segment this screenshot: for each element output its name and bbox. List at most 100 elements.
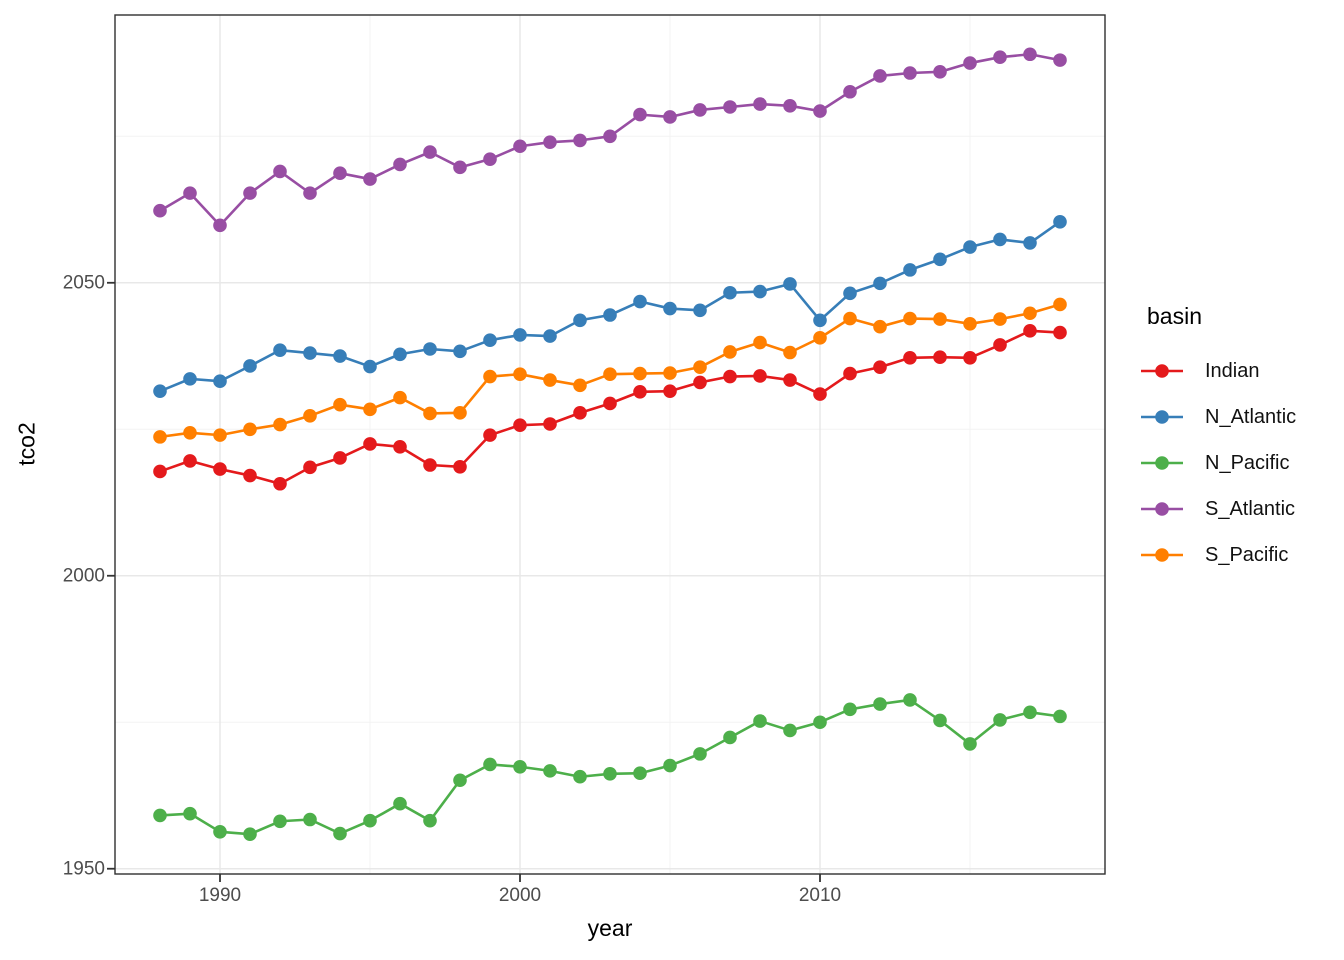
data-point-Indian-1994 bbox=[333, 451, 347, 465]
data-point-Indian-2009 bbox=[783, 373, 797, 387]
data-point-N_Atlantic-2014 bbox=[933, 252, 947, 267]
data-point-S_Pacific-1989 bbox=[183, 425, 197, 440]
x-tick-label-2000: 2000 bbox=[498, 885, 542, 906]
data-point-S_Pacific-2015 bbox=[963, 316, 977, 331]
data-point-S_Atlantic-2016 bbox=[993, 50, 1007, 64]
data-point-N_Pacific-2007 bbox=[723, 730, 737, 745]
data-point-Indian-2002 bbox=[573, 406, 587, 420]
data-point-N_Atlantic-2004 bbox=[633, 294, 647, 309]
y-tick-label-1950: 1950 bbox=[62, 858, 105, 880]
legend-label: Indian bbox=[1205, 359, 1260, 382]
data-point-S_Pacific-2005 bbox=[663, 366, 677, 380]
data-point-N_Atlantic-2003 bbox=[603, 308, 617, 322]
data-point-N_Pacific-1992 bbox=[273, 814, 287, 829]
data-point-Indian-2013 bbox=[903, 350, 917, 365]
data-point-Indian-1989 bbox=[183, 454, 197, 468]
data-point-Indian-2003 bbox=[603, 396, 617, 411]
data-point-Indian-1988 bbox=[153, 464, 167, 479]
data-point-N_Pacific-1995 bbox=[363, 813, 377, 828]
data-point-S_Pacific-2002 bbox=[573, 378, 587, 393]
data-point-N_Pacific-1991 bbox=[243, 827, 257, 841]
data-point-S_Pacific-2004 bbox=[633, 366, 647, 381]
legend: basin Indian N_Atlantic N_Pacific bbox=[1140, 303, 1340, 578]
data-point-N_Pacific-1994 bbox=[333, 826, 347, 841]
legend-key-line-point-icon bbox=[1141, 456, 1183, 470]
data-point-Indian-2004 bbox=[633, 384, 647, 399]
legend-entry-s-pacific: S_Pacific bbox=[1140, 532, 1340, 578]
data-point-S_Pacific-2012 bbox=[873, 319, 887, 334]
data-point-Indian-2018 bbox=[1053, 325, 1067, 340]
data-point-Indian-1999 bbox=[483, 428, 497, 442]
data-point-Indian-2016 bbox=[993, 338, 1007, 352]
data-point-S_Atlantic-2003 bbox=[603, 129, 617, 144]
data-point-N_Atlantic-2002 bbox=[573, 313, 587, 328]
data-point-S_Atlantic-1993 bbox=[303, 186, 317, 200]
y-tick-label-2050: 2050 bbox=[62, 272, 105, 294]
data-point-S_Atlantic-2008 bbox=[753, 97, 767, 111]
data-point-S_Pacific-2016 bbox=[993, 312, 1007, 326]
data-point-S_Atlantic-2015 bbox=[963, 56, 977, 70]
data-point-N_Pacific-1988 bbox=[153, 808, 167, 823]
legend-key-line-point-icon bbox=[1141, 548, 1183, 562]
data-point-N_Atlantic-1989 bbox=[183, 372, 197, 386]
legend-label: S_Atlantic bbox=[1205, 497, 1296, 520]
data-point-Indian-1998 bbox=[453, 459, 467, 474]
data-point-N_Pacific-2017 bbox=[1023, 705, 1037, 720]
data-point-Indian-1992 bbox=[273, 476, 287, 491]
data-point-N_Atlantic-2018 bbox=[1053, 215, 1067, 229]
data-point-N_Pacific-2003 bbox=[603, 767, 617, 781]
data-point-N_Atlantic-2008 bbox=[753, 284, 767, 299]
data-point-S_Atlantic-1989 bbox=[183, 186, 197, 200]
data-point-N_Atlantic-2009 bbox=[783, 277, 797, 291]
data-point-N_Pacific-1989 bbox=[183, 806, 197, 821]
data-point-Indian-2006 bbox=[693, 375, 707, 390]
data-point-N_Atlantic-1999 bbox=[483, 333, 497, 348]
data-point-N_Atlantic-1994 bbox=[333, 349, 347, 363]
data-point-S_Pacific-2010 bbox=[813, 331, 827, 345]
data-point-Indian-2005 bbox=[663, 384, 677, 398]
data-point-S_Pacific-1999 bbox=[483, 369, 497, 384]
data-point-S_Pacific-2017 bbox=[1023, 306, 1037, 321]
data-point-S_Pacific-2000 bbox=[513, 367, 527, 381]
data-point-S_Atlantic-2009 bbox=[783, 99, 797, 113]
data-point-N_Atlantic-2001 bbox=[543, 329, 557, 343]
data-point-S_Atlantic-2011 bbox=[843, 84, 857, 99]
data-point-Indian-2014 bbox=[933, 350, 947, 364]
data-point-S_Atlantic-2012 bbox=[873, 69, 887, 83]
data-point-N_Atlantic-2017 bbox=[1023, 236, 1037, 250]
data-point-N_Atlantic-1993 bbox=[303, 346, 317, 360]
legend-entry-s-atlantic: S_Atlantic bbox=[1140, 486, 1340, 532]
data-point-S_Pacific-2013 bbox=[903, 311, 917, 326]
data-point-S_Pacific-2006 bbox=[693, 360, 707, 374]
data-point-N_Pacific-1993 bbox=[303, 812, 317, 827]
data-point-N_Atlantic-1997 bbox=[423, 342, 437, 356]
data-point-S_Pacific-2014 bbox=[933, 312, 947, 326]
legend-label: S_Pacific bbox=[1205, 543, 1289, 566]
data-point-N_Atlantic-1992 bbox=[273, 343, 287, 357]
data-point-Indian-1991 bbox=[243, 468, 257, 483]
legend-label: N_Pacific bbox=[1205, 451, 1290, 474]
data-point-S_Atlantic-2000 bbox=[513, 139, 527, 154]
data-point-S_Pacific-1994 bbox=[333, 397, 347, 412]
data-point-Indian-2011 bbox=[843, 366, 857, 381]
data-point-S_Atlantic-2013 bbox=[903, 66, 917, 80]
data-point-S_Pacific-1991 bbox=[243, 422, 257, 437]
data-point-S_Pacific-2001 bbox=[543, 373, 557, 387]
data-point-S_Pacific-2018 bbox=[1053, 297, 1067, 312]
x-axis-title: year bbox=[587, 915, 633, 941]
legend-title: basin bbox=[1147, 303, 1202, 329]
data-point-Indian-1990 bbox=[213, 462, 227, 476]
data-point-S_Atlantic-2006 bbox=[693, 103, 707, 117]
data-point-S_Pacific-2008 bbox=[753, 335, 767, 350]
data-point-S_Atlantic-1991 bbox=[243, 186, 257, 200]
x-tick-label-1990: 1990 bbox=[198, 885, 242, 906]
data-point-S_Pacific-1988 bbox=[153, 430, 167, 444]
data-point-N_Atlantic-2007 bbox=[723, 285, 737, 300]
data-point-N_Atlantic-2015 bbox=[963, 240, 977, 254]
legend-key-line-point-icon bbox=[1141, 502, 1183, 516]
data-point-N_Pacific-2001 bbox=[543, 764, 557, 778]
data-point-N_Pacific-2006 bbox=[693, 747, 707, 761]
data-point-N_Atlantic-1998 bbox=[453, 344, 467, 359]
data-point-N_Pacific-2000 bbox=[513, 759, 527, 774]
data-point-S_Pacific-1996 bbox=[393, 390, 407, 405]
